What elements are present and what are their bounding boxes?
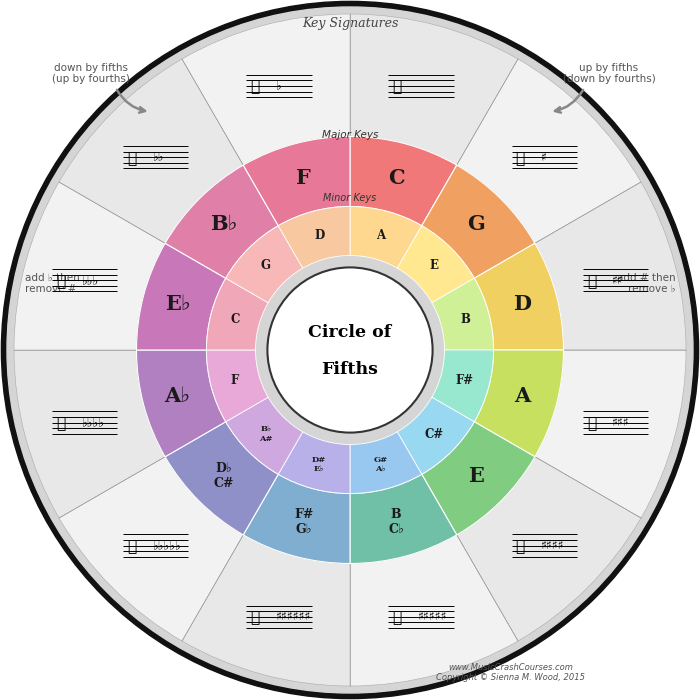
Text: F#
G♭: F# G♭ <box>294 508 314 536</box>
Wedge shape <box>182 535 350 686</box>
Text: ♭♭: ♭♭ <box>153 150 164 164</box>
Text: B
C♭: B C♭ <box>389 508 404 536</box>
Wedge shape <box>136 350 225 456</box>
Text: E: E <box>430 260 439 272</box>
Wedge shape <box>206 350 268 421</box>
Text: C#: C# <box>425 428 444 440</box>
Wedge shape <box>243 136 350 225</box>
Wedge shape <box>350 136 457 225</box>
Wedge shape <box>244 475 350 564</box>
Text: ♭♭♭♭♭: ♭♭♭♭♭ <box>153 539 181 552</box>
Text: B: B <box>460 313 470 326</box>
Text: 𝄞: 𝄞 <box>251 609 260 624</box>
Wedge shape <box>14 350 165 518</box>
Wedge shape <box>278 206 350 268</box>
Text: 𝄞: 𝄞 <box>393 78 402 94</box>
Text: E: E <box>468 466 484 486</box>
Wedge shape <box>350 206 421 268</box>
Text: ♯♯: ♯♯ <box>612 274 624 287</box>
Wedge shape <box>350 14 518 165</box>
Text: 𝄞: 𝄞 <box>516 150 525 164</box>
Wedge shape <box>457 456 641 641</box>
Wedge shape <box>535 182 686 350</box>
Text: A: A <box>514 386 531 406</box>
Text: ♭♭♭: ♭♭♭ <box>82 274 99 287</box>
Text: Circle of: Circle of <box>309 324 391 341</box>
Wedge shape <box>398 398 475 475</box>
Text: F: F <box>296 167 312 188</box>
Wedge shape <box>421 165 535 278</box>
Text: www.MusicCrashCourses.com
Copyright © Sienna M. Wood, 2015: www.MusicCrashCourses.com Copyright © Si… <box>437 663 585 682</box>
Text: E♭: E♭ <box>164 294 190 314</box>
Text: 𝄞: 𝄞 <box>127 150 136 164</box>
Text: 𝄞: 𝄞 <box>587 273 596 288</box>
Wedge shape <box>206 278 268 350</box>
Wedge shape <box>350 535 518 686</box>
Text: B♭
A#: B♭ A# <box>259 426 272 442</box>
Text: 𝄞: 𝄞 <box>56 273 65 288</box>
Text: B♭: B♭ <box>210 214 237 234</box>
Wedge shape <box>432 278 493 350</box>
Wedge shape <box>398 225 475 302</box>
Text: D: D <box>513 294 531 314</box>
Wedge shape <box>457 59 641 244</box>
Wedge shape <box>182 14 350 165</box>
Text: 𝄞: 𝄞 <box>393 609 402 624</box>
Text: D♭
C#: D♭ C# <box>214 462 234 490</box>
Wedge shape <box>165 165 278 278</box>
Text: 𝄞: 𝄞 <box>251 78 260 94</box>
Text: G#
A♭: G# A♭ <box>374 456 388 473</box>
Text: down by fifths
(up by fourths): down by fifths (up by fourths) <box>52 63 130 84</box>
Text: ♯♯♯♯: ♯♯♯♯ <box>541 539 565 552</box>
Wedge shape <box>350 432 421 493</box>
Text: ♯: ♯ <box>541 150 547 164</box>
Text: G: G <box>468 214 485 234</box>
Text: up by fifths
(down by fourths): up by fifths (down by fourths) <box>563 63 655 84</box>
Text: 𝄞: 𝄞 <box>56 415 65 430</box>
Wedge shape <box>225 225 302 302</box>
Wedge shape <box>136 243 225 350</box>
Circle shape <box>7 7 693 693</box>
Text: ♭: ♭ <box>276 80 281 92</box>
Text: 𝄞: 𝄞 <box>587 415 596 430</box>
Text: F#: F# <box>456 374 474 387</box>
Text: add ♭ then
remove #: add ♭ then remove # <box>25 273 79 294</box>
Text: ♯♯♯: ♯♯♯ <box>612 416 630 429</box>
Text: D#
E♭: D# E♭ <box>312 456 326 473</box>
Text: ♯♯♯♯♯♯: ♯♯♯♯♯♯ <box>276 610 312 623</box>
Text: C: C <box>230 313 239 326</box>
Text: C: C <box>388 167 405 188</box>
Wedge shape <box>475 350 564 456</box>
Text: G: G <box>261 260 271 272</box>
Text: Fifths: Fifths <box>321 361 379 378</box>
Text: F: F <box>231 374 239 387</box>
Wedge shape <box>350 475 457 564</box>
Wedge shape <box>59 456 244 641</box>
Text: A: A <box>376 229 386 241</box>
Text: 𝄞: 𝄞 <box>127 538 136 553</box>
Text: D: D <box>314 229 324 241</box>
Text: Minor Keys: Minor Keys <box>323 193 377 203</box>
Wedge shape <box>475 244 564 350</box>
Text: ♭♭♭♭: ♭♭♭♭ <box>82 416 104 429</box>
Text: A♭: A♭ <box>164 386 190 406</box>
Wedge shape <box>432 350 493 421</box>
Text: Major Keys: Major Keys <box>322 130 378 140</box>
Text: Key Signatures: Key Signatures <box>302 18 398 31</box>
Text: ♯♯♯♯♯: ♯♯♯♯♯ <box>418 610 447 623</box>
Text: add # then
remove ♭: add # then remove ♭ <box>617 273 676 294</box>
Wedge shape <box>535 350 686 518</box>
Wedge shape <box>225 398 302 475</box>
Wedge shape <box>59 59 243 243</box>
Wedge shape <box>14 182 165 350</box>
Wedge shape <box>279 432 350 493</box>
Text: 𝄞: 𝄞 <box>516 538 525 553</box>
Circle shape <box>267 267 433 433</box>
Wedge shape <box>165 421 279 535</box>
Wedge shape <box>421 421 535 535</box>
